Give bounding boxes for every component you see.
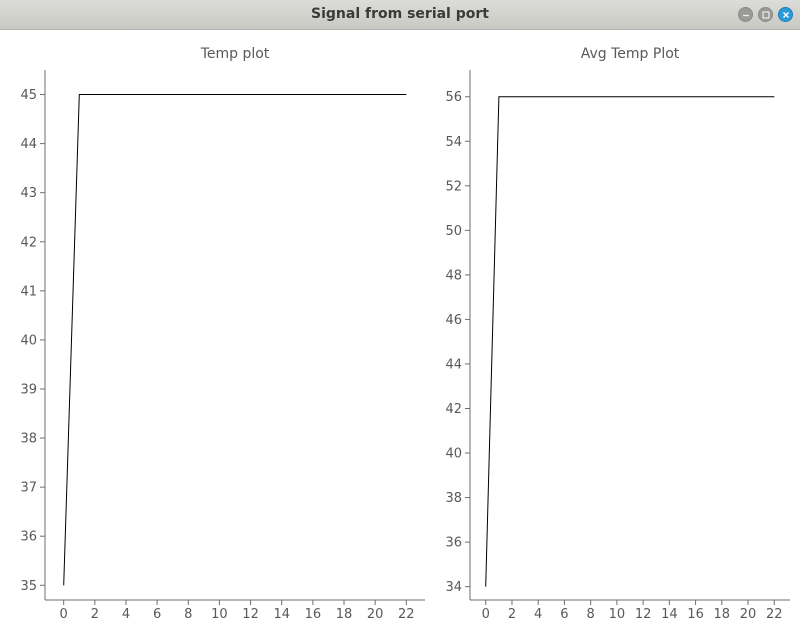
y-tick-label: 45 — [20, 88, 37, 103]
x-tick-label: 4 — [122, 607, 130, 622]
y-tick-label: 46 — [445, 313, 462, 328]
x-tick-label: 0 — [482, 607, 490, 622]
x-tick-label: 12 — [242, 607, 259, 622]
x-tick-label: 14 — [273, 607, 290, 622]
x-tick-label: 20 — [367, 607, 384, 622]
close-button[interactable] — [778, 7, 793, 22]
x-tick-label: 2 — [91, 607, 99, 622]
y-tick-label: 36 — [20, 530, 37, 545]
x-tick-label: 20 — [740, 607, 757, 622]
minimize-icon — [742, 14, 749, 16]
x-tick-label: 14 — [661, 607, 678, 622]
y-tick-label: 42 — [20, 235, 37, 250]
y-tick-label: 44 — [445, 357, 462, 372]
x-tick-label: 18 — [336, 607, 353, 622]
x-tick-label: 0 — [60, 607, 68, 622]
y-tick-label: 44 — [20, 137, 37, 152]
minimize-button[interactable] — [738, 7, 753, 22]
x-tick-label: 16 — [305, 607, 322, 622]
y-tick-label: 42 — [445, 402, 462, 417]
y-tick-label: 41 — [20, 284, 37, 299]
y-tick-label: 39 — [20, 382, 37, 397]
y-tick-label: 36 — [445, 536, 462, 551]
maximize-icon — [761, 10, 770, 19]
temp-plot-title: Temp plot — [200, 46, 270, 62]
x-tick-label: 10 — [609, 607, 626, 622]
x-tick-label: 8 — [587, 607, 595, 622]
y-tick-label: 54 — [445, 135, 462, 150]
y-tick-label: 43 — [20, 186, 37, 201]
y-tick-label: 50 — [445, 224, 462, 239]
y-tick-label: 37 — [20, 481, 37, 496]
x-tick-label: 8 — [184, 607, 192, 622]
x-tick-label: 6 — [153, 607, 161, 622]
x-tick-label: 6 — [560, 607, 568, 622]
x-tick-label: 4 — [534, 607, 542, 622]
x-tick-label: 10 — [211, 607, 228, 622]
title-bar[interactable]: Signal from serial port — [0, 0, 800, 30]
close-icon — [782, 11, 789, 18]
x-tick-label: 22 — [766, 607, 783, 622]
x-tick-label: 16 — [687, 607, 704, 622]
avg-temp-plot-title: Avg Temp Plot — [580, 46, 680, 62]
y-tick-label: 34 — [445, 580, 462, 595]
window-title: Signal from serial port — [311, 6, 489, 22]
x-tick-label: 22 — [398, 607, 415, 622]
y-tick-label: 40 — [20, 333, 37, 348]
y-tick-label: 35 — [20, 579, 37, 594]
series-line — [63, 94, 407, 586]
x-tick-label: 2 — [508, 607, 516, 622]
y-tick-label: 38 — [20, 432, 37, 447]
x-tick-label: 18 — [714, 607, 731, 622]
series-line — [485, 96, 775, 587]
y-tick-label: 38 — [445, 491, 462, 506]
y-tick-label: 40 — [445, 447, 462, 462]
y-tick-label: 52 — [445, 179, 462, 194]
y-tick-label: 48 — [445, 268, 462, 283]
x-tick-label: 12 — [635, 607, 652, 622]
y-tick-label: 56 — [445, 90, 462, 105]
maximize-button[interactable] — [758, 7, 773, 22]
